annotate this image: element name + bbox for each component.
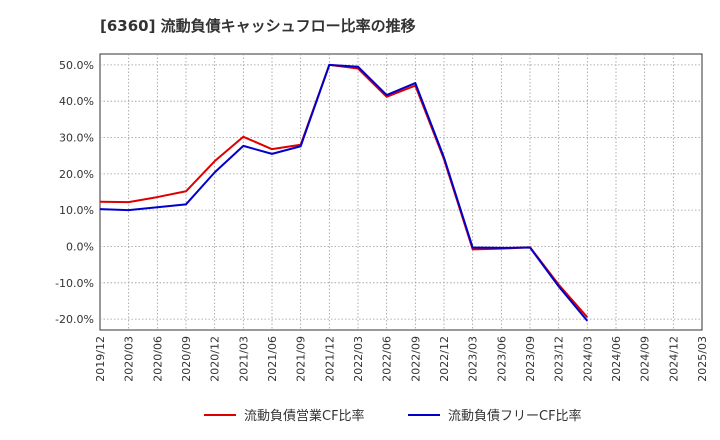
x-tick-label: 2025/03 (696, 336, 709, 382)
legend: 流動負債営業CF比率 流動負債フリーCF比率 (204, 408, 582, 424)
y-tick-label: -10.0% (55, 277, 94, 290)
series-line-free-cf (99, 63, 589, 322)
y-tick-label: 0.0% (66, 240, 94, 253)
x-tick-label: 2022/06 (381, 336, 394, 382)
y-tick-label: -20.0% (55, 313, 94, 326)
x-tick-label: 2019/12 (94, 336, 107, 382)
legend-label-operating-cf: 流動負債営業CF比率 (244, 408, 365, 424)
axis-layer: 2019/12 2020/03 2020/06 2020/09 2020/12 2021/… (55, 59, 709, 382)
x-tick-label: 2020/03 (123, 336, 136, 382)
x-tick-label: 2021/03 (237, 336, 250, 382)
chart-title: [6360] 流動負債キャッシュフロー比率の推移 (100, 17, 416, 35)
y-tick-label: 30.0% (59, 132, 94, 145)
x-tick-label: 2024/03 (581, 336, 594, 382)
grid-layer (99, 53, 703, 331)
x-tick-label: 2023/03 (467, 336, 480, 382)
y-tick-label: 20.0% (59, 168, 94, 181)
y-tick-label: 50.0% (59, 59, 94, 72)
x-tick-label: 2020/06 (151, 336, 164, 382)
x-tick-label: 2024/12 (667, 336, 680, 382)
x-tick-label: 2023/12 (553, 336, 566, 382)
x-tick-label: 2021/06 (266, 336, 279, 382)
x-tick-label: 2024/09 (639, 336, 652, 382)
x-tick-label: 2022/12 (438, 336, 451, 382)
x-tick-label: 2020/12 (209, 336, 222, 382)
x-tick-label: 2023/09 (524, 336, 537, 382)
series-layer (99, 63, 589, 322)
x-tick-label: 2021/12 (323, 336, 336, 382)
x-tick-label: 2023/06 (495, 336, 508, 382)
x-tick-label: 2024/06 (610, 336, 623, 382)
x-tick-label: 2020/09 (180, 336, 193, 382)
x-tick-label: 2022/09 (409, 336, 422, 382)
x-tick-label: 2021/09 (295, 336, 308, 382)
y-tick-label: 40.0% (59, 95, 94, 108)
y-tick-label: 10.0% (59, 204, 94, 217)
plot-area (99, 53, 703, 331)
x-tick-label: 2022/03 (352, 336, 365, 382)
legend-label-free-cf: 流動負債フリーCF比率 (448, 408, 582, 424)
